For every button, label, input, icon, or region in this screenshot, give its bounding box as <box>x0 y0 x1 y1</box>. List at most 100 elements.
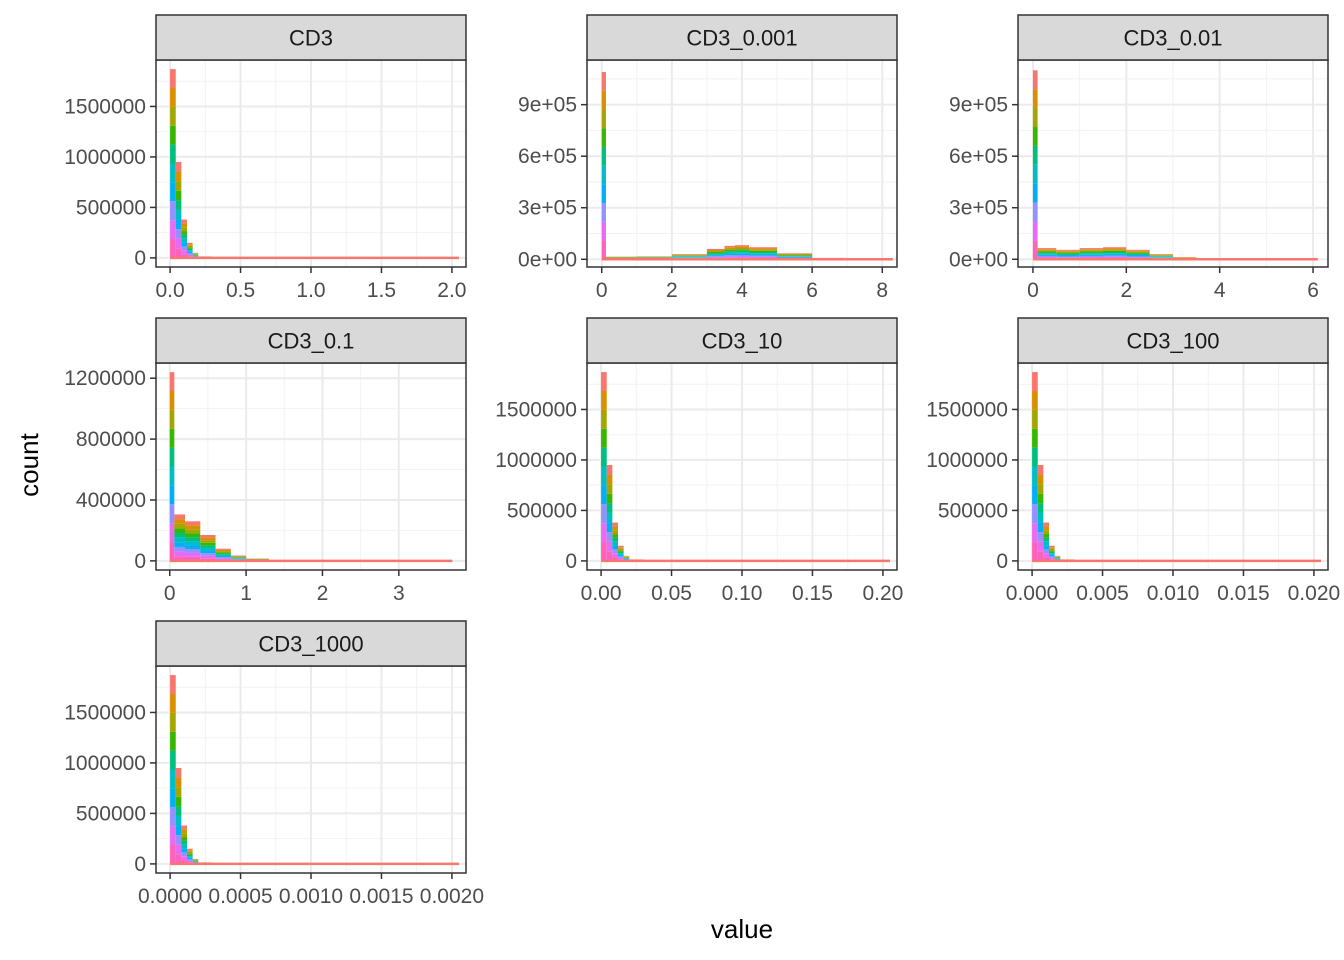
histogram-bar-segment <box>734 255 750 257</box>
x-tick-label: 0.010 <box>1147 582 1200 605</box>
histogram-bar-segment <box>1043 530 1049 535</box>
histogram-bar-segment <box>175 209 182 220</box>
histogram-bar-segment <box>1054 556 1061 558</box>
histogram-bar-segment <box>671 257 707 258</box>
y-tick-label: 1000000 <box>926 449 1008 472</box>
histogram-bar-segment <box>777 255 813 257</box>
y-tick-label: 1200000 <box>64 367 146 390</box>
histogram-bar-segment <box>777 253 813 254</box>
histogram-bar-segment <box>1032 145 1038 165</box>
y-tick-label: 0 <box>565 550 577 573</box>
histogram-bar-segment <box>1037 493 1044 504</box>
y-tick-label: 3e+05 <box>518 197 577 220</box>
histogram-bar-segment <box>1037 254 1057 256</box>
histogram-bar-segment <box>706 253 725 255</box>
histogram-bar-segment <box>706 255 725 257</box>
histogram-bar-segment <box>618 545 624 548</box>
histogram-bar-segment <box>174 533 186 538</box>
histogram-bar-segment <box>606 551 613 561</box>
histogram-bar-segment <box>724 245 735 248</box>
histogram-bar-segment <box>192 255 199 257</box>
histogram-bar-segment <box>174 551 186 557</box>
histogram-bar-segment <box>1037 532 1044 542</box>
histogram-bar-segment <box>185 521 201 526</box>
histogram-bar-segment <box>1056 251 1080 253</box>
histogram-bar-segment <box>200 558 216 561</box>
histogram-bar-segment <box>187 850 193 852</box>
histogram-bar-segment <box>181 825 187 830</box>
histogram-bar-segment <box>181 219 187 224</box>
histogram-bar-segment <box>777 256 813 258</box>
x-tick-label: 0 <box>164 582 176 605</box>
histogram-bar-segment <box>724 249 735 252</box>
histogram-bar-segment <box>187 254 193 257</box>
histogram-bar-segment <box>1054 555 1061 557</box>
histogram-bar-segment <box>612 530 618 535</box>
histogram-bar-segment <box>1032 221 1038 241</box>
histogram-bar-segment <box>606 503 613 513</box>
histogram-bar-segment <box>724 253 735 256</box>
facet-strip-label: CD3_100 <box>1127 329 1220 354</box>
x-tick-label: 0.20 <box>862 582 903 605</box>
histogram-bar-segment <box>174 546 186 552</box>
y-tick-label: 0 <box>134 550 146 573</box>
histogram-bar-segment <box>192 859 199 861</box>
histogram-bar-segment <box>601 184 606 204</box>
histogram-bar-segment <box>185 548 201 553</box>
histogram-bar-segment <box>706 254 725 256</box>
histogram-bar-segment <box>230 558 247 559</box>
histogram-bar-segment <box>181 844 187 849</box>
histogram-bar-segment <box>606 512 613 523</box>
x-tick-label: 0 <box>1027 279 1039 302</box>
histogram-bar-segment <box>181 856 187 861</box>
histogram-bar-segment <box>1079 255 1103 258</box>
histogram-bar-segment <box>187 253 193 255</box>
facet-strip <box>155 14 467 61</box>
histogram-bar-segment <box>185 552 201 557</box>
x-tick-label: 0.0 <box>155 279 184 302</box>
histogram-bar-segment <box>777 257 813 259</box>
histogram-bar-segment <box>187 851 193 854</box>
histogram-bar-segment <box>169 447 175 467</box>
histogram-bar-segment <box>671 256 707 258</box>
histogram-bar-segment <box>230 557 247 559</box>
y-tick-label: 6e+05 <box>518 145 577 168</box>
histogram-bar-segment <box>181 833 187 838</box>
histogram-bar-segment <box>175 229 182 239</box>
histogram-bar-segment <box>181 254 187 258</box>
histogram-bar-segment <box>170 750 176 770</box>
histogram-bar-segment <box>623 556 630 558</box>
histogram-bar-segment <box>174 523 186 529</box>
histogram-bar-segment <box>612 534 618 538</box>
histogram-bar-segment <box>187 250 193 252</box>
histogram-bar-segment <box>1037 251 1057 253</box>
histogram-bar-segment <box>170 69 176 88</box>
histogram-bar-segment <box>724 256 735 258</box>
histogram-bar-segment <box>170 807 176 827</box>
histogram-bar-segment <box>174 519 186 524</box>
histogram-bar-segment <box>601 146 606 166</box>
histogram-bar-segment <box>612 553 618 558</box>
histogram-bar-segment <box>734 246 750 249</box>
histogram-bar-segment <box>1037 248 1057 250</box>
y-tick-label: 1000000 <box>64 752 146 775</box>
histogram-bar-segment <box>170 826 176 846</box>
histogram-bar-segment <box>215 548 231 550</box>
histogram-bar-segment <box>200 553 216 556</box>
histogram-bar-segment <box>187 244 193 246</box>
histogram-bar-segment <box>1056 253 1080 255</box>
histogram-bar-segment <box>1054 556 1061 557</box>
histogram-bar-segment <box>200 542 216 546</box>
histogram-bar-segment <box>187 248 193 251</box>
histogram-bar-segment <box>215 549 231 552</box>
histogram-bar-segment <box>230 555 247 557</box>
histogram-bar-segment <box>192 858 199 860</box>
histogram-bar-segment <box>174 528 186 534</box>
histogram-bar-segment <box>175 767 182 778</box>
x-tick-label: 1.5 <box>367 279 396 302</box>
histogram-bar-segment <box>187 848 193 851</box>
histogram-bar-segment <box>1079 253 1103 255</box>
x-tick-label: 4 <box>1214 279 1226 302</box>
histogram-bar-segment <box>601 90 606 110</box>
histogram-bar-segment <box>1037 522 1044 533</box>
